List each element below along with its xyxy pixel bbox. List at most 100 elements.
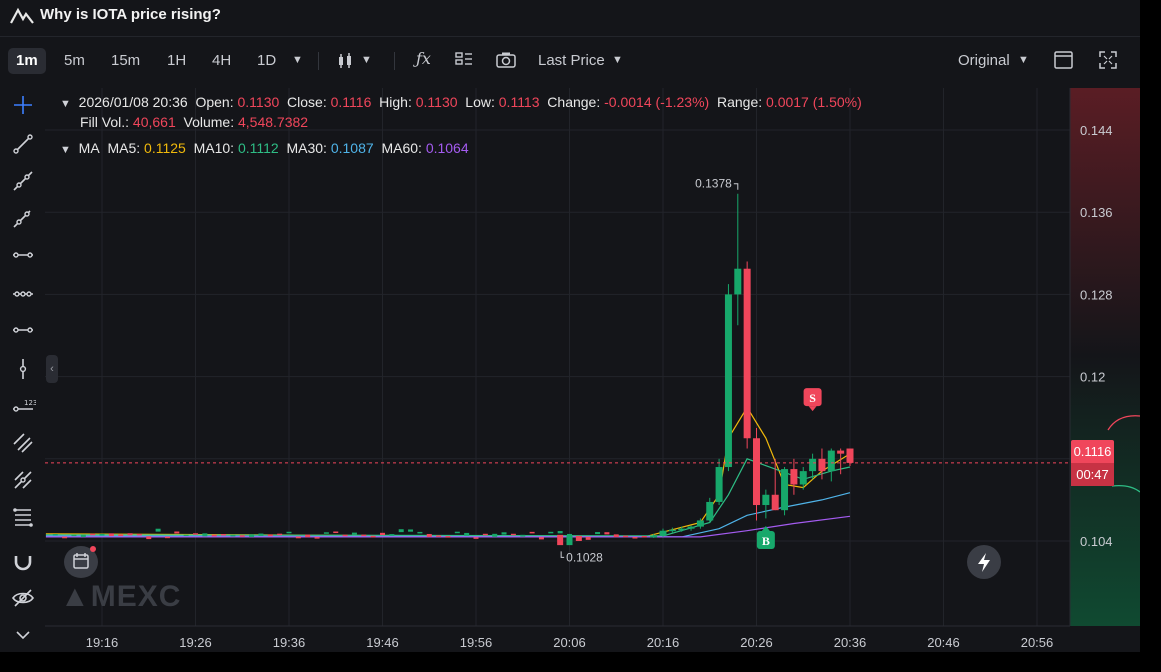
calendar-icon[interactable] <box>64 546 98 578</box>
ma-collapse-chevron-icon[interactable]: ▼ <box>60 144 71 156</box>
screenshot-camera-icon[interactable] <box>496 51 516 69</box>
current-price: 0.1116 <box>1073 444 1112 459</box>
candle <box>632 537 638 539</box>
y-tick-label: 0.12 <box>1080 370 1105 385</box>
candle <box>146 536 152 540</box>
buy-marker <box>756 530 775 549</box>
candle <box>108 533 114 536</box>
open-value: 0.1130 <box>237 94 280 110</box>
candle <box>520 534 526 537</box>
indicators-fx-icon[interactable]: ƒx <box>416 49 431 68</box>
ma10-label: MA10: <box>193 140 235 156</box>
candle <box>613 534 619 538</box>
flash-icon[interactable] <box>967 545 1001 579</box>
candle <box>510 533 516 536</box>
sell-marker-label: S <box>809 391 816 405</box>
more-tools-chevron-icon[interactable] <box>10 622 36 648</box>
max-price-label: 0.1378 <box>695 177 732 191</box>
x-tick-label: 20:46 <box>927 635 960 650</box>
timeframe-4h[interactable]: 4H <box>212 52 232 69</box>
candle <box>211 534 217 537</box>
candle-countdown: 00:47 <box>1071 463 1114 486</box>
price-label-tool-icon[interactable]: 123 <box>10 393 37 419</box>
current-price-tag: 0.1116 00:47 <box>1071 440 1114 486</box>
ma30-value: 0.1087 <box>330 140 374 156</box>
toolbar-divider <box>318 52 319 70</box>
window-panel-icon[interactable] <box>1054 51 1073 69</box>
candle <box>575 535 582 541</box>
candle <box>696 520 704 527</box>
timeframe-5m[interactable]: 5m <box>64 52 85 69</box>
min-price-label: 0.1028 <box>566 550 603 564</box>
timeframe-1h[interactable]: 1H <box>167 52 187 69</box>
candle <box>239 535 245 537</box>
legend-collapse-chevron-icon[interactable]: ▼ <box>60 98 71 110</box>
fibonacci-tool-icon[interactable] <box>10 504 36 530</box>
candle <box>771 494 779 511</box>
candle <box>286 531 292 534</box>
candle <box>482 533 488 536</box>
price-type-chevron-icon[interactable]: ▼ <box>612 54 623 66</box>
trend-line-tool-icon[interactable] <box>10 131 36 157</box>
price-type-selector[interactable]: Last Price <box>538 52 605 69</box>
x-tick-label: 19:16 <box>86 635 119 650</box>
candle <box>837 450 845 454</box>
candle <box>230 534 236 537</box>
ask-depth-curve <box>1107 415 1140 431</box>
candlestick-type-icon[interactable] <box>336 52 354 70</box>
channel-tool-icon[interactable] <box>10 430 36 456</box>
x-tick-label: 19:46 <box>366 635 399 650</box>
candle <box>623 535 629 538</box>
candle <box>249 534 255 537</box>
candle <box>342 534 348 537</box>
candlestick-chart[interactable]: 0.1040.1120.120.1280.1360.14419:1619:261… <box>0 0 1140 652</box>
timeframe-1m[interactable]: 1m <box>8 48 46 74</box>
view-mode-chevron-icon[interactable]: ▼ <box>1018 54 1029 66</box>
candle <box>277 533 283 536</box>
crosshair-tool-icon[interactable] <box>10 92 36 118</box>
magnet-icon[interactable] <box>10 548 36 574</box>
candle <box>127 533 133 536</box>
orderbook-ask-depth <box>1070 88 1140 356</box>
timeframe-15m[interactable]: 15m <box>111 52 141 69</box>
horizontal-ray-tool-icon[interactable] <box>10 281 36 307</box>
timeframe-1d[interactable]: 1D <box>257 52 277 69</box>
hide-drawings-eye-icon[interactable] <box>10 585 36 611</box>
y-tick-label: 0.136 <box>1080 205 1113 220</box>
view-mode-selector[interactable]: Original <box>958 52 1010 69</box>
candle <box>295 536 301 539</box>
candle <box>370 535 376 538</box>
ray-tool-icon[interactable] <box>10 168 36 194</box>
extended-line-tool-icon[interactable] <box>10 205 36 231</box>
candle <box>595 532 601 535</box>
sidebar-collapse-handle[interactable]: ‹ <box>46 355 58 383</box>
chart-type-chevron-icon[interactable]: ▼ <box>361 54 372 66</box>
fullscreen-icon[interactable] <box>1099 51 1117 69</box>
candle <box>164 536 170 539</box>
ma-legend: ▼ MA MA5: 0.1125 MA10: 0.1112 MA30: 0.10… <box>60 140 469 156</box>
layout-template-icon[interactable] <box>455 51 473 69</box>
candle <box>267 534 273 537</box>
range-value: 0.0017 (1.50%) <box>766 94 862 110</box>
candle <box>473 537 479 539</box>
pitchfork-tool-icon[interactable] <box>10 467 36 493</box>
ma60-label: MA60: <box>381 140 422 156</box>
notification-dot <box>90 546 96 552</box>
horizontal-line-tool-icon[interactable] <box>10 242 36 268</box>
candle <box>305 534 311 538</box>
vertical-line-tool-icon[interactable] <box>10 356 36 382</box>
min-arrow <box>560 551 565 558</box>
candle <box>659 530 667 536</box>
candle <box>136 533 142 536</box>
title-bar: Why is IOTA price rising? <box>0 0 1140 37</box>
max-arrow <box>733 183 739 190</box>
svg-text:123: 123 <box>24 399 36 407</box>
parallel-line-tool-icon[interactable] <box>10 317 36 343</box>
candle <box>641 535 647 538</box>
page-title: Why is IOTA price rising? <box>40 6 221 23</box>
candle <box>389 534 395 536</box>
candle <box>323 532 329 534</box>
timeframe-more-chevron-icon[interactable]: ▼ <box>292 54 303 66</box>
volume-label: Volume: <box>183 114 235 130</box>
candle <box>492 533 498 537</box>
